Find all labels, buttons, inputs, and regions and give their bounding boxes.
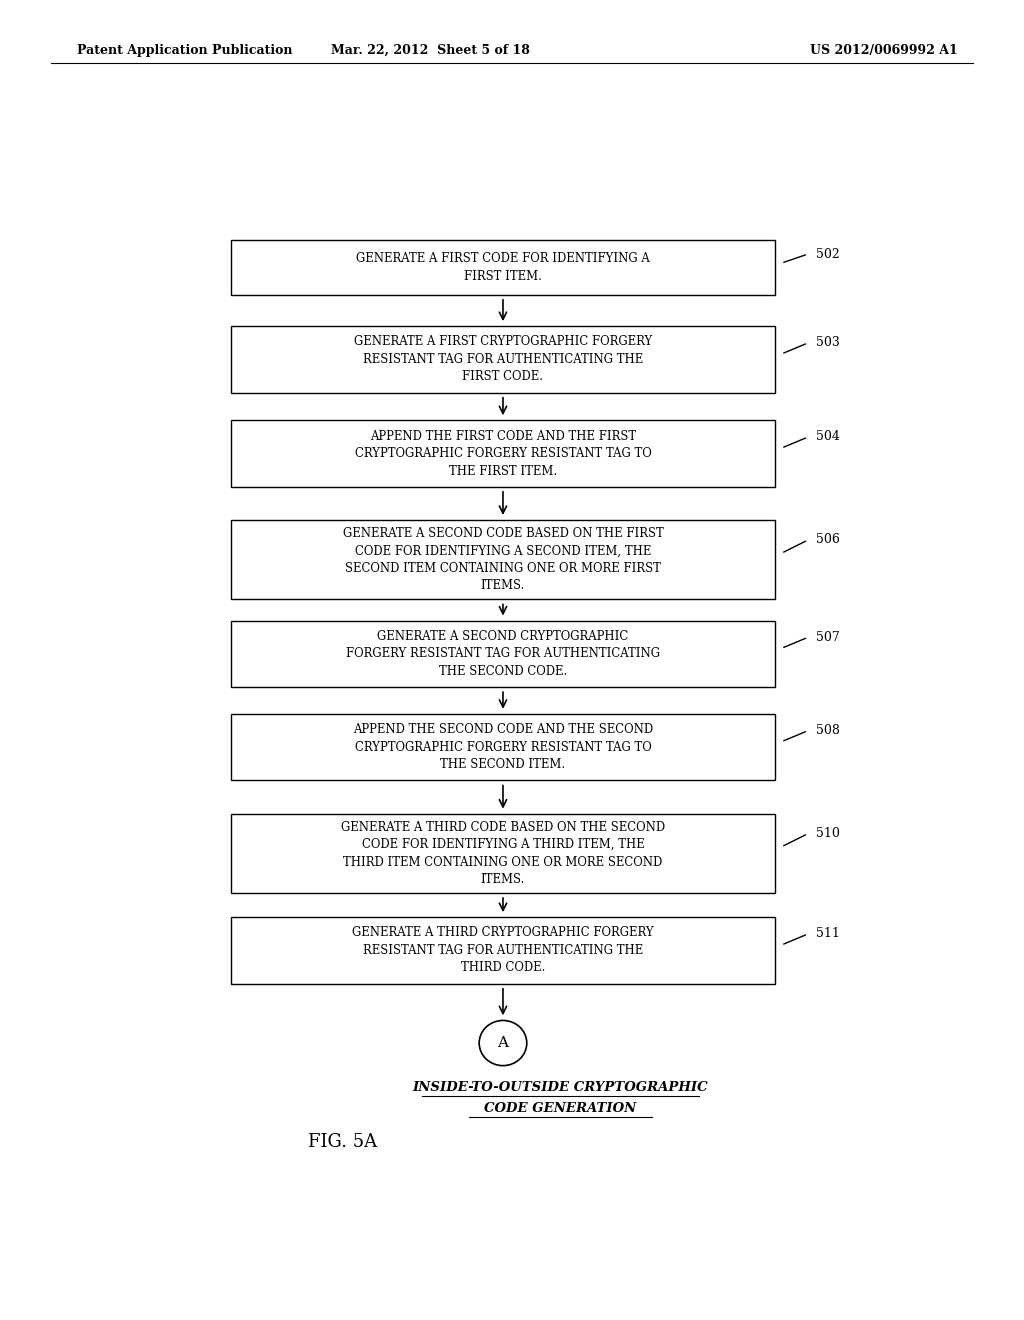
Text: 504: 504: [816, 430, 840, 444]
Bar: [231, 714, 775, 780]
Text: 503: 503: [816, 337, 840, 350]
Text: Patent Application Publication: Patent Application Publication: [77, 44, 292, 57]
Text: GENERATE A FIRST CODE FOR IDENTIFYING A
FIRST ITEM.: GENERATE A FIRST CODE FOR IDENTIFYING A …: [356, 252, 650, 282]
Bar: [231, 814, 775, 892]
Text: 510: 510: [816, 828, 840, 840]
Bar: [231, 240, 775, 294]
Text: GENERATE A THIRD CODE BASED ON THE SECOND
CODE FOR IDENTIFYING A THIRD ITEM, THE: GENERATE A THIRD CODE BASED ON THE SECON…: [341, 821, 665, 886]
Text: CODE GENERATION: CODE GENERATION: [484, 1102, 637, 1115]
Text: INSIDE-TO-OUTSIDE CRYPTOGRAPHIC: INSIDE-TO-OUTSIDE CRYPTOGRAPHIC: [413, 1081, 709, 1094]
Text: Mar. 22, 2012  Sheet 5 of 18: Mar. 22, 2012 Sheet 5 of 18: [331, 44, 529, 57]
Bar: [231, 326, 775, 392]
Text: GENERATE A SECOND CRYPTOGRAPHIC
FORGERY RESISTANT TAG FOR AUTHENTICATING
THE SEC: GENERATE A SECOND CRYPTOGRAPHIC FORGERY …: [346, 630, 660, 677]
Text: A: A: [498, 1036, 509, 1049]
Text: APPEND THE FIRST CODE AND THE FIRST
CRYPTOGRAPHIC FORGERY RESISTANT TAG TO
THE F: APPEND THE FIRST CODE AND THE FIRST CRYP…: [354, 429, 651, 478]
Bar: [231, 520, 775, 599]
Text: GENERATE A SECOND CODE BASED ON THE FIRST
CODE FOR IDENTIFYING A SECOND ITEM, TH: GENERATE A SECOND CODE BASED ON THE FIRS…: [343, 527, 664, 593]
Text: 511: 511: [816, 928, 840, 940]
Text: 507: 507: [816, 631, 840, 644]
Text: 502: 502: [816, 248, 840, 260]
Text: GENERATE A FIRST CRYPTOGRAPHIC FORGERY
RESISTANT TAG FOR AUTHENTICATING THE
FIRS: GENERATE A FIRST CRYPTOGRAPHIC FORGERY R…: [354, 335, 652, 383]
Text: 506: 506: [816, 533, 840, 546]
Text: US 2012/0069992 A1: US 2012/0069992 A1: [810, 44, 957, 57]
Text: GENERATE A THIRD CRYPTOGRAPHIC FORGERY
RESISTANT TAG FOR AUTHENTICATING THE
THIR: GENERATE A THIRD CRYPTOGRAPHIC FORGERY R…: [352, 927, 653, 974]
Text: APPEND THE SECOND CODE AND THE SECOND
CRYPTOGRAPHIC FORGERY RESISTANT TAG TO
THE: APPEND THE SECOND CODE AND THE SECOND CR…: [353, 723, 653, 771]
Bar: [231, 420, 775, 487]
Bar: [231, 620, 775, 686]
Circle shape: [479, 1020, 526, 1065]
Text: 508: 508: [816, 725, 840, 737]
Bar: [231, 917, 775, 983]
Text: FIG. 5A: FIG. 5A: [307, 1134, 377, 1151]
